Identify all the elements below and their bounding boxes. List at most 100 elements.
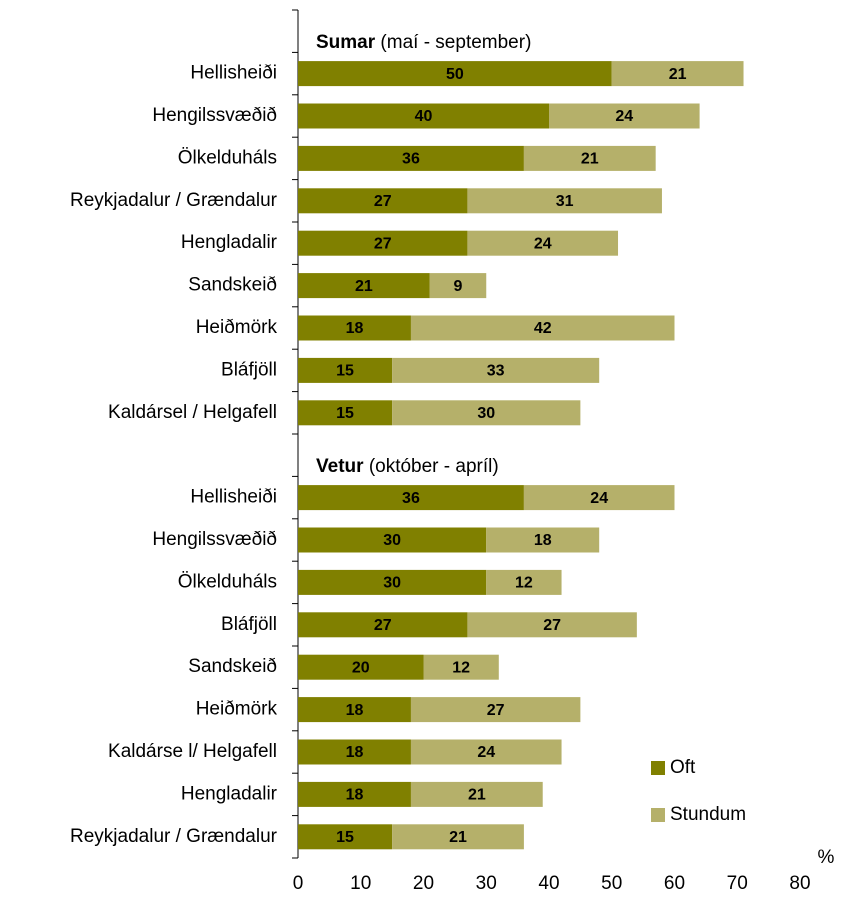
value-label: 9 — [454, 278, 463, 295]
value-label: 27 — [543, 617, 561, 634]
x-tick-label: 50 — [601, 873, 622, 894]
value-label: 36 — [402, 490, 420, 507]
y-tick-label: Heiðmörk — [196, 699, 278, 720]
bar-segment — [467, 612, 637, 638]
y-tick-label: Sandskeið — [188, 656, 277, 677]
bar-segment — [298, 485, 524, 511]
bar-segment — [298, 188, 468, 214]
bar-segment — [410, 697, 581, 723]
legend-swatch — [651, 808, 665, 822]
value-label: 18 — [346, 787, 364, 804]
legend-label: Oft — [670, 757, 696, 778]
heading-text: (október - apríl) — [369, 456, 499, 477]
bar-segment — [392, 824, 524, 850]
bar-segment — [298, 273, 430, 299]
bar-segment — [298, 824, 393, 850]
value-label: 18 — [534, 532, 552, 549]
y-tick-label: Hellisheiði — [190, 487, 277, 508]
x-axis-label: % — [818, 847, 835, 868]
value-label: 24 — [590, 490, 608, 507]
x-tick-label: 10 — [350, 873, 371, 894]
value-label: 27 — [374, 193, 392, 210]
value-label: 30 — [477, 405, 495, 422]
value-label: 24 — [615, 108, 633, 125]
bar-segment — [298, 315, 411, 341]
legend-label: Stundum — [670, 804, 746, 825]
bar-segment — [298, 145, 524, 171]
bar-segment — [549, 103, 700, 129]
value-label: 30 — [383, 575, 401, 592]
y-tick-label: Hengilssvæðið — [152, 529, 277, 550]
value-label: 15 — [336, 363, 354, 380]
y-tick-label: Ölkelduháls — [178, 571, 277, 592]
y-tick-label: Hengilssvæðið — [152, 105, 277, 126]
y-tick-label: Kaldárse l/ Helgafell — [108, 741, 277, 762]
legend-swatch — [651, 761, 665, 775]
bar-segment — [298, 103, 549, 129]
x-tick-label: 0 — [293, 873, 304, 894]
x-tick-label: 80 — [789, 873, 810, 894]
value-label: 27 — [374, 617, 392, 634]
y-tick-label: Reykjadalur / Grændalur — [70, 190, 278, 211]
x-tick-label: 60 — [664, 873, 685, 894]
x-tick-label: 40 — [538, 873, 559, 894]
bar-segment — [410, 315, 675, 341]
bar-segment — [298, 527, 487, 553]
bar-segment — [298, 569, 487, 595]
bar-segment — [410, 739, 562, 765]
value-label: 50 — [446, 66, 464, 83]
y-tick-label: Heiðmörk — [196, 317, 278, 338]
bar-segment — [467, 230, 619, 256]
bar-segment — [429, 273, 487, 299]
value-label: 36 — [402, 151, 420, 168]
value-label: 42 — [534, 320, 552, 337]
value-label: 18 — [346, 744, 364, 761]
value-label: 21 — [355, 278, 373, 295]
y-tick-label: Reykjadalur / Grændalur — [70, 826, 278, 847]
bar-segment — [298, 654, 424, 680]
y-tick-label: Kaldársel / Helgafell — [108, 402, 277, 423]
y-tick-label: Hengladalir — [181, 783, 278, 804]
y-tick-label: Ölkelduháls — [178, 147, 277, 168]
value-label: 27 — [487, 702, 505, 719]
value-label: 30 — [383, 532, 401, 549]
y-tick-label: Hellisheiði — [190, 63, 277, 84]
bar-segment — [392, 357, 600, 383]
y-tick-label: Sandskeið — [188, 275, 277, 296]
bar-segment — [298, 400, 393, 426]
y-tick-label: Hengladalir — [181, 232, 278, 253]
bar-segment — [298, 61, 612, 87]
value-label: 21 — [669, 66, 687, 83]
bar-segment — [298, 612, 468, 638]
bar-segment — [423, 654, 499, 680]
bar-segment — [611, 61, 744, 87]
bar-segment — [392, 400, 581, 426]
heading-bold: Sumar — [316, 32, 376, 53]
bar-segment — [298, 739, 411, 765]
value-label: 31 — [556, 193, 574, 210]
x-tick-label: 20 — [413, 873, 434, 894]
value-label: 24 — [477, 744, 495, 761]
value-label: 12 — [515, 575, 533, 592]
value-label: 24 — [534, 235, 552, 252]
value-label: 21 — [468, 787, 486, 804]
value-label: 21 — [581, 151, 599, 168]
bar-segment — [467, 188, 662, 214]
heading-bold: Vetur — [316, 456, 364, 477]
bar-segment — [298, 697, 411, 723]
value-label: 15 — [336, 405, 354, 422]
value-label: 40 — [415, 108, 433, 125]
bar-segment — [486, 569, 562, 595]
section-heading: Sumar (maí - september) — [316, 32, 531, 53]
value-label: 20 — [352, 659, 370, 676]
value-label: 12 — [452, 659, 470, 676]
value-label: 18 — [346, 320, 364, 337]
heading-text: (maí - september) — [380, 32, 531, 53]
bar-segment — [410, 781, 543, 807]
y-tick-label: Bláfjöll — [221, 359, 277, 380]
y-tick-label: Bláfjöll — [221, 614, 277, 635]
value-label: 33 — [487, 363, 505, 380]
value-label: 21 — [449, 829, 467, 846]
value-label: 27 — [374, 235, 392, 252]
